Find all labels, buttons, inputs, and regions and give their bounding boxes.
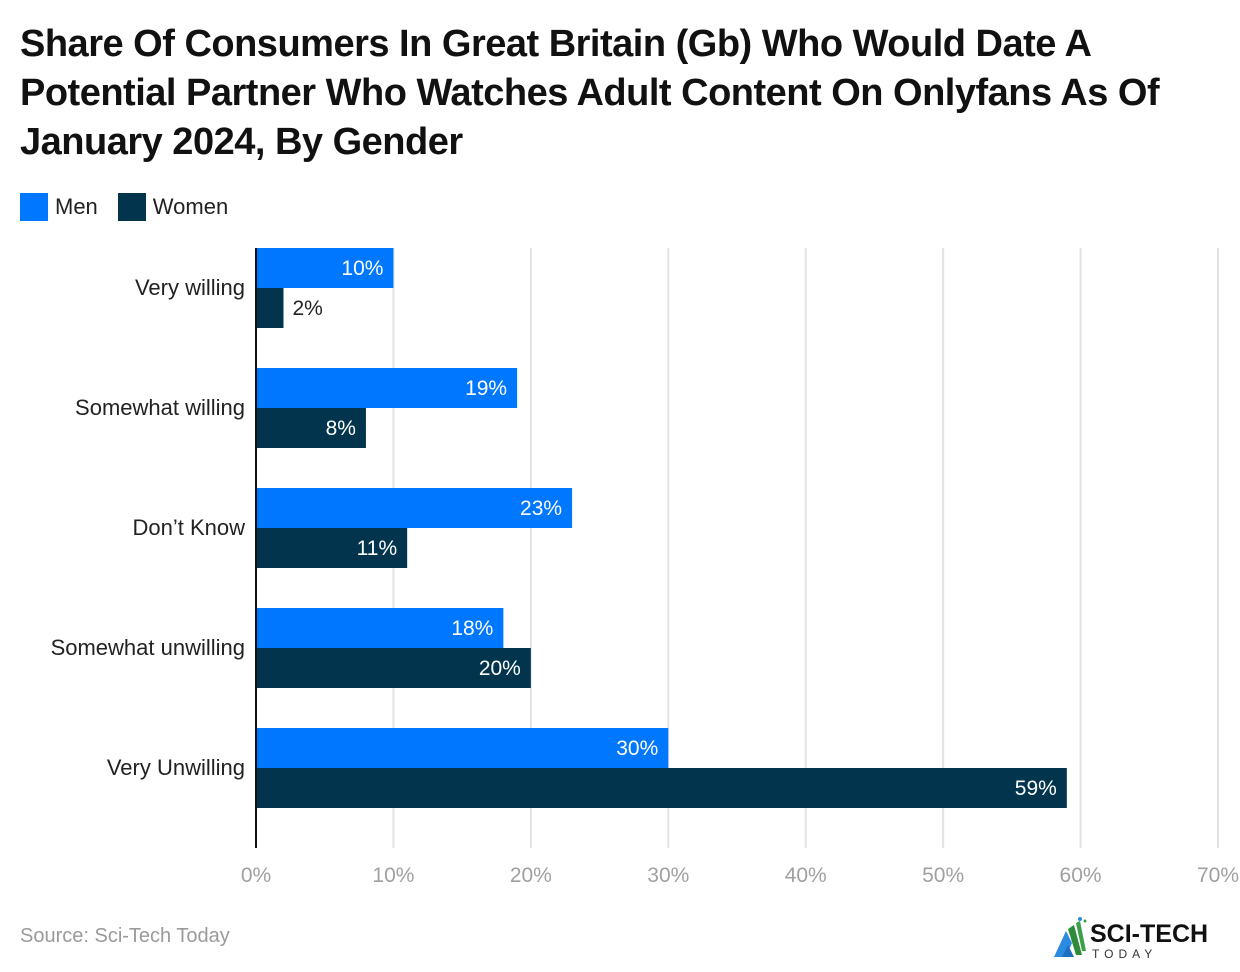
x-tick-label: 70% [1197,864,1239,887]
category-label: Very Unwilling [107,755,245,780]
data-label: 10% [341,257,383,280]
data-label: 23% [520,497,562,520]
data-label: 18% [451,617,493,640]
source-note: Source: Sci-Tech Today [20,925,230,947]
category-label: Somewhat unwilling [51,635,245,660]
data-label: 20% [479,657,521,680]
x-tick-label: 40% [785,864,827,887]
logo-icon [1054,917,1087,957]
bar-women [256,408,366,448]
x-tick-label: 20% [510,864,552,887]
legend: Men Women [20,193,248,221]
data-label: 19% [465,377,507,400]
data-label: 59% [1015,777,1057,800]
legend-label-women: Women [152,194,229,219]
data-label: 11% [357,537,397,560]
legend-item-women: Women [117,193,229,221]
category-label: Very willing [135,275,245,300]
legend-swatch-women [117,193,146,221]
bar-women [256,528,408,568]
category-label: Don’t Know [132,515,245,540]
logo-text-main: SCI-TECH [1090,920,1208,948]
category-label: Somewhat willing [75,395,245,420]
legend-label-men: Men [55,194,98,219]
bar-men [256,608,504,648]
data-label: 8% [326,417,356,440]
data-label: 30% [616,737,658,760]
data-label: 2% [292,297,322,320]
bar-men [256,368,518,408]
x-tick-label: 60% [1060,864,1102,887]
legend-item-men: Men [20,193,98,221]
bar-men [256,728,669,768]
x-tick-label: 0% [241,864,271,887]
bar-women [256,768,1067,808]
x-tick-label: 50% [922,864,964,887]
chart-title: Share Of Consumers In Great Britain (Gb)… [20,23,1160,163]
bar-men [256,248,394,288]
x-tick-label: 30% [647,864,689,887]
sci-tech-today-logo: SCI-TECH TODAY [1054,917,1208,961]
bar-women [256,648,531,688]
logo-text-sub: TODAY [1092,947,1157,961]
bar-men [256,488,573,528]
legend-swatch-men [20,193,48,221]
bar-chart: 10% 2% Very willing 19% 8% Somewhat willing 23… [51,248,1239,887]
bar-women [256,288,284,328]
x-tick-label: 10% [372,864,414,887]
